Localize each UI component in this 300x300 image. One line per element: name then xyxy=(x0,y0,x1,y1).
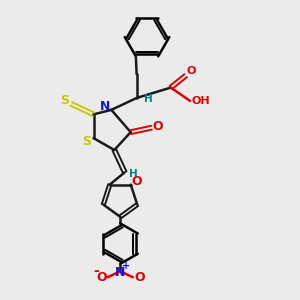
Text: O: O xyxy=(134,271,145,284)
Text: N: N xyxy=(115,266,125,279)
Text: S: S xyxy=(60,94,69,107)
Text: S: S xyxy=(82,135,91,148)
Text: -: - xyxy=(94,264,99,278)
Text: +: + xyxy=(122,261,130,271)
Text: N: N xyxy=(100,100,111,113)
Text: H: H xyxy=(129,169,138,179)
Text: O: O xyxy=(187,66,196,76)
Text: O: O xyxy=(131,175,142,188)
Text: O: O xyxy=(153,120,163,133)
Text: OH: OH xyxy=(191,96,210,106)
Text: O: O xyxy=(96,271,106,284)
Text: H: H xyxy=(144,94,153,104)
